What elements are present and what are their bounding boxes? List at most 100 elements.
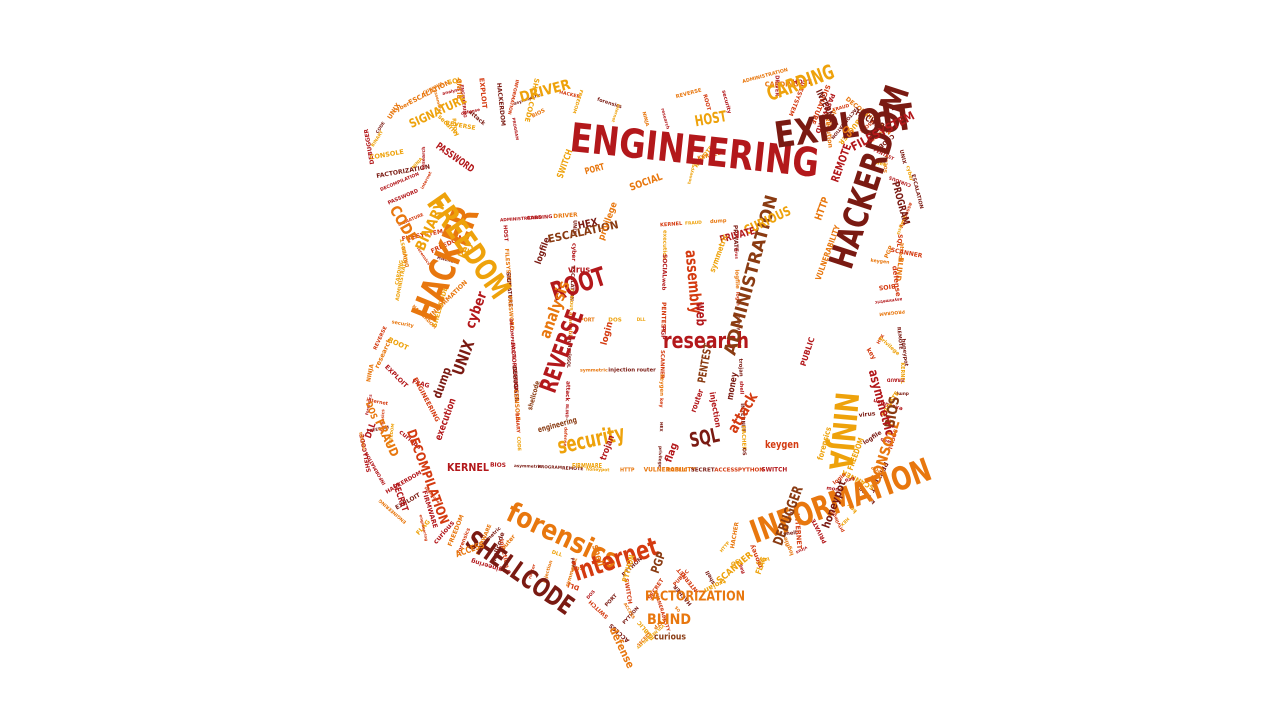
h-outline-word: trojan (737, 359, 744, 377)
h-outline-word: DOS (608, 318, 621, 324)
h-outline-word: injection (608, 368, 635, 374)
filler-word: PROGRAM (511, 117, 520, 140)
filler-word: forensics (380, 409, 387, 432)
outline-word: CARDING (765, 80, 799, 88)
filler-word: defense (461, 107, 481, 117)
filler-word: OS (730, 559, 741, 569)
word-bios: BIOS (882, 395, 903, 429)
word-public: PUBLIC (799, 336, 817, 367)
word-factorization: FACTORIZATION (645, 590, 745, 605)
word-money: money (726, 372, 741, 401)
h-outline-word: assembly (567, 312, 574, 340)
h-outline-word: OS (741, 448, 747, 456)
outline-word: router (527, 563, 537, 580)
outline-word: CODE (375, 121, 386, 135)
outline-word: shell (705, 569, 717, 585)
filler-word: flag (844, 475, 855, 484)
filler-word: DLL (551, 549, 564, 558)
h-outline-word: attack (564, 381, 571, 402)
h-outline-word: SOCIAL (661, 254, 667, 278)
filler-word: BIOS (531, 108, 547, 120)
filler-word: key (865, 347, 878, 361)
h-outline-word: VULNERABILITY (644, 468, 697, 474)
filler-word: SWITCH (622, 578, 632, 605)
word-cyber: cyber (462, 289, 490, 330)
outline-word: FREEDOM (366, 424, 389, 433)
filler-word: keygen (870, 258, 890, 266)
h-outline-word: CODE (515, 436, 522, 451)
outline-word: HACKER (358, 431, 366, 450)
filler-word: honeypot (686, 162, 696, 185)
h-outline-word: privilege (657, 446, 663, 468)
outline-word: ROOT (387, 336, 410, 353)
word-router: router (689, 388, 706, 414)
outline-word: web (879, 436, 892, 445)
h-outline-word: honeypot (586, 467, 610, 474)
filler-word: internet (420, 171, 433, 190)
h-outline-word: FILESYSTEM (503, 248, 512, 286)
filler-word: ROOT (450, 118, 457, 135)
word-driver: DRIVER (518, 77, 573, 106)
outline-word: PGP (870, 464, 883, 474)
outline-word: NINJA (640, 111, 650, 127)
h-outline-word: PROGRAM (538, 464, 562, 470)
h-outline-word: SQL (565, 358, 571, 368)
h-outline-word: UNIX (571, 220, 577, 234)
outline-word: OS (673, 605, 681, 613)
word-port: PORT (584, 162, 607, 177)
word-password: PASSWORD (434, 141, 476, 175)
h-outline-word: CURIOUS (568, 289, 575, 311)
filler-word: KERNEL (697, 151, 722, 162)
word-host: HOST (693, 107, 728, 130)
outline-word: FRAUD (886, 377, 904, 383)
h-outline-word: ACCESS (714, 468, 738, 474)
h-outline-word: virus (734, 247, 739, 259)
outline-word: UNIX (898, 149, 907, 165)
filler-word: web (875, 160, 888, 168)
main-words: ENGINEERING EXPLOIT HACKERDOM INFORMATIO… (363, 59, 937, 670)
filler-word: EXPLOIT (383, 364, 409, 390)
outline-word: defense (890, 265, 902, 297)
outline-word: dump (895, 391, 909, 397)
h-outline-word: CARDING (527, 214, 553, 222)
h-outline-word: FRAUD (685, 220, 703, 227)
filler-word: FRAUD (832, 103, 851, 114)
h-outline-word: flag (736, 336, 742, 348)
h-outline-word: PASSWORD (506, 295, 514, 331)
word-blind: BLIND (647, 612, 691, 628)
h-outline-word: BLIND (564, 404, 570, 419)
h-outline-word: router (637, 368, 656, 374)
outline-word: EXPLOIT (477, 77, 488, 109)
word-curious-small: curious (654, 633, 686, 643)
h-outline-word: DECOMPILATION (508, 319, 517, 360)
filler-word: SCANNER (890, 247, 923, 260)
outline-word: login (754, 555, 770, 566)
h-outline-word: PYTHON (738, 468, 764, 474)
h-outline-word: keygen (658, 374, 664, 396)
word-scanner: SCANNER (715, 550, 755, 586)
word-symmetric: symmetric (708, 233, 730, 274)
filler-word: PGP (884, 244, 895, 259)
outline-word: HACKERDOM (385, 470, 423, 496)
word-logfile: logfile (534, 236, 553, 266)
h-outline-word: symmetric (580, 368, 608, 374)
h-outline-word: ADMINISTRATION (500, 215, 543, 224)
outline-word: INFORMATION (506, 79, 520, 115)
h-outline-word: HEX (659, 422, 664, 432)
outline-word: DOS (585, 589, 596, 601)
h-outline-word: SCANNER (658, 350, 665, 380)
outline-word: attack (896, 242, 904, 263)
word-defense: defense (607, 625, 637, 670)
outline-word: REVERSE (675, 87, 702, 100)
outline-word: KERNEL (899, 362, 905, 383)
filler-word: INTERNET (793, 513, 804, 550)
filler-word: PORT (569, 557, 577, 571)
outline-word: internet (611, 103, 622, 123)
filler-word: shell (783, 530, 797, 537)
word-firmware: FIRMWARE (572, 462, 602, 470)
h-outline-word: HOST (502, 225, 509, 242)
outline-word: DLL (565, 580, 580, 592)
outline-word: PORT (604, 593, 619, 609)
h-outline-word: money (735, 314, 741, 331)
